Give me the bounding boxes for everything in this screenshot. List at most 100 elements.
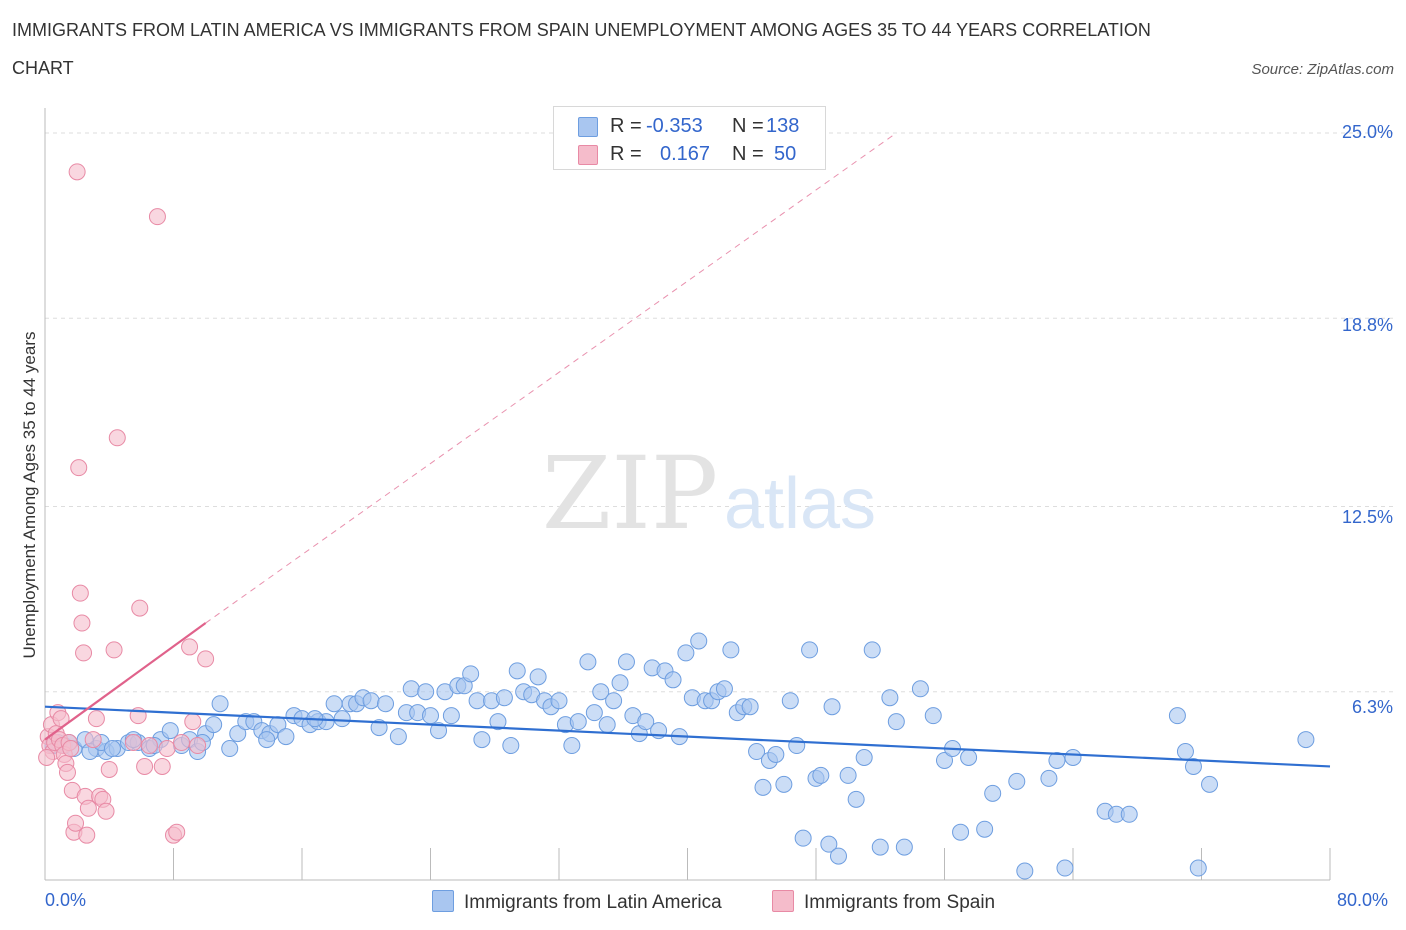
data-point-spain	[136, 757, 154, 775]
data-point-latin-america	[468, 692, 486, 710]
data-point-latin-america	[605, 692, 623, 710]
y-tick-label: 6.3%	[1351, 697, 1393, 717]
series-latin-america	[44, 632, 1315, 880]
trend-line-spain-extrapolated	[205, 132, 897, 624]
blue-swatch-icon	[578, 117, 598, 137]
data-point-spain	[184, 713, 202, 731]
data-point-latin-america	[829, 847, 847, 865]
data-point-latin-america	[617, 653, 635, 671]
data-point-spain	[148, 208, 166, 226]
data-point-latin-america	[422, 707, 439, 725]
trend-line-spain	[44, 622, 207, 741]
data-point-latin-america	[277, 728, 295, 746]
data-point-latin-america	[775, 775, 793, 793]
data-point-latin-america	[1016, 862, 1034, 880]
data-point-latin-america	[741, 698, 759, 716]
pink-swatch-icon	[578, 145, 598, 165]
data-point-latin-america	[1048, 751, 1066, 769]
data-point-spain	[189, 737, 207, 755]
data-point-latin-america	[960, 748, 978, 766]
data-point-spain	[140, 737, 158, 755]
data-point-latin-america	[1201, 775, 1219, 793]
r-value: -0.353	[646, 115, 703, 137]
data-point-latin-america	[221, 740, 239, 758]
watermark-zip: ZIP	[542, 435, 718, 552]
data-point-latin-america	[881, 689, 899, 707]
grid	[45, 132, 1395, 693]
data-point-latin-america	[462, 665, 480, 683]
data-point-latin-america	[473, 731, 491, 749]
data-point-latin-america	[801, 641, 819, 659]
data-point-latin-america	[812, 766, 830, 784]
data-point-spain	[131, 599, 149, 617]
data-point-latin-america	[579, 653, 597, 671]
data-point-latin-america	[1176, 743, 1194, 761]
data-point-latin-america	[389, 728, 407, 746]
watermark-atlas: atlas	[724, 464, 876, 544]
data-point-latin-america	[715, 680, 733, 698]
data-point-spain	[38, 748, 56, 766]
data-point-latin-america	[847, 790, 865, 808]
data-point-latin-america	[205, 716, 223, 734]
data-point-latin-america	[550, 692, 568, 710]
data-point-latin-america	[722, 641, 740, 659]
r-label: R =	[610, 143, 642, 165]
data-point-latin-america	[569, 713, 587, 731]
n-value: 138	[766, 115, 800, 137]
n-value: 50	[774, 143, 797, 165]
n-label: N =	[732, 115, 764, 137]
legend-item-spain: Immigrants from Spain	[772, 890, 995, 914]
data-point-latin-america	[895, 838, 913, 856]
legend-item-latin-america: Immigrants from Latin America	[432, 890, 722, 914]
data-point-latin-america	[442, 707, 460, 725]
chart-title-line-1: IMMIGRANTS FROM LATIN AMERICA VS IMMIGRA…	[12, 20, 1151, 40]
data-point-latin-america	[362, 692, 380, 710]
data-point-latin-america	[781, 692, 799, 710]
data-point-latin-america	[690, 632, 708, 650]
data-point-spain	[79, 799, 97, 817]
data-point-spain	[100, 760, 118, 778]
data-point-latin-america	[1040, 769, 1058, 787]
data-point-latin-america	[325, 695, 343, 713]
data-point-spain	[197, 650, 215, 668]
data-point-latin-america	[1056, 859, 1074, 877]
data-point-spain	[71, 584, 89, 602]
data-point-latin-america	[402, 680, 420, 698]
data-point-latin-america	[611, 674, 629, 692]
data-point-latin-america	[430, 722, 448, 740]
data-point-latin-america	[871, 838, 889, 856]
data-point-latin-america	[377, 695, 395, 713]
data-point-latin-america	[1168, 707, 1186, 725]
x-tick-label-min: 0.0%	[45, 890, 87, 910]
data-point-latin-america	[417, 683, 435, 701]
data-point-latin-america	[677, 644, 695, 662]
data-point-spain	[168, 823, 186, 841]
data-point-latin-america	[863, 641, 881, 659]
stats-legend: R = -0.353 N = 138 R = 0.167 N = 50	[553, 106, 826, 170]
data-point-latin-america	[592, 683, 610, 701]
data-point-spain	[158, 740, 176, 758]
blue-swatch-icon	[432, 890, 454, 912]
data-point-spain	[73, 614, 91, 632]
data-point-latin-america	[229, 725, 247, 743]
data-point-spain	[181, 638, 199, 656]
data-point-latin-america	[924, 707, 942, 725]
trend-line-latin-america	[44, 705, 1331, 768]
trend-lines	[44, 132, 1331, 768]
data-point-spain	[173, 734, 191, 752]
data-point-spain	[62, 740, 80, 758]
data-point-spain	[58, 763, 76, 781]
data-point-latin-america	[508, 662, 526, 680]
data-point-spain	[78, 826, 96, 844]
data-point-latin-america	[529, 668, 547, 686]
data-point-latin-america	[1120, 805, 1138, 823]
data-point-latin-america	[1008, 772, 1026, 790]
data-point-latin-america	[637, 713, 655, 731]
data-point-latin-america	[952, 823, 970, 841]
data-point-spain	[87, 710, 105, 728]
pink-swatch-icon	[772, 890, 794, 912]
data-point-latin-america	[598, 716, 616, 734]
data-point-latin-america	[103, 740, 121, 758]
r-label: R =	[610, 115, 642, 137]
